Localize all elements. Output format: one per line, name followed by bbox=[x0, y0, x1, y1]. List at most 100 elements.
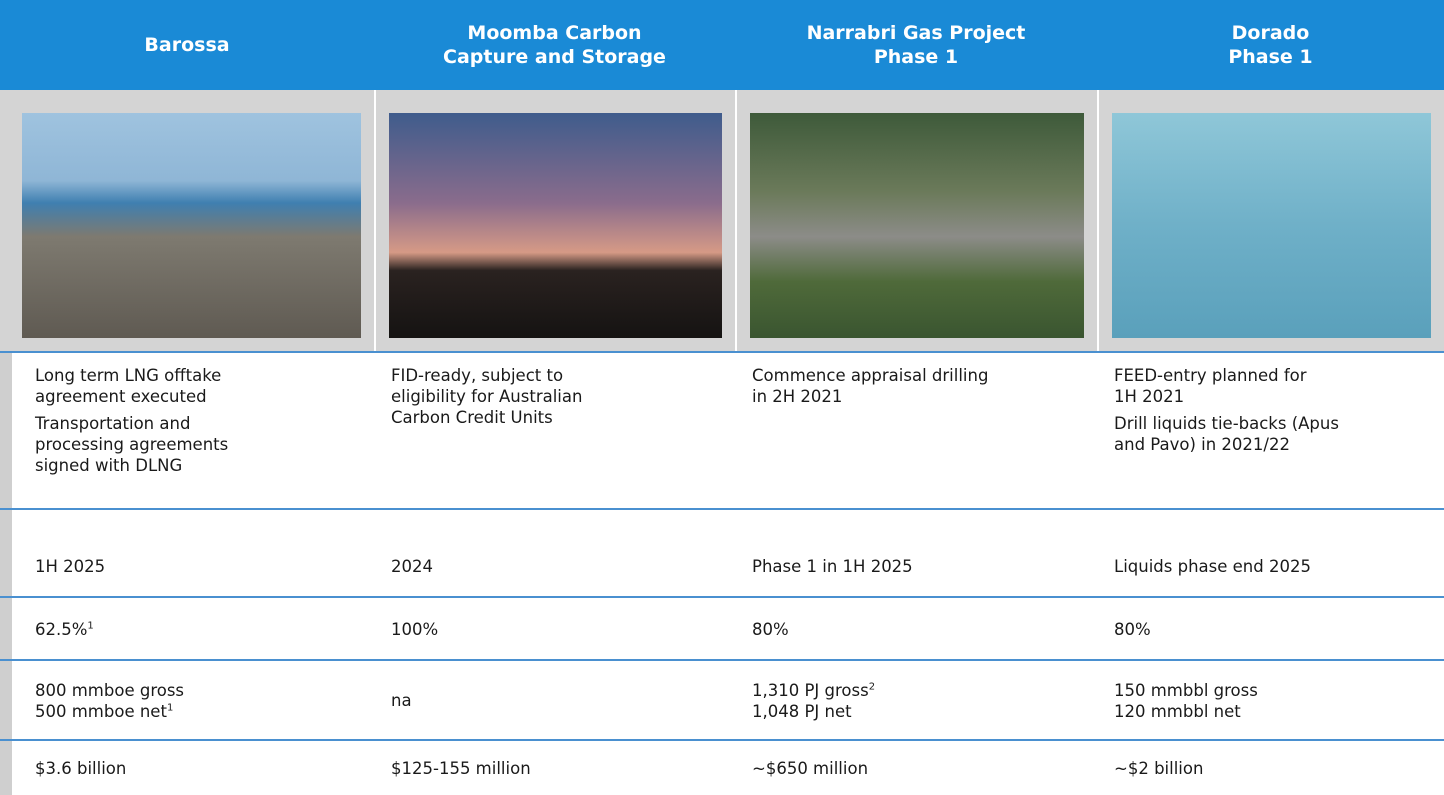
cell-line: signed with DLNG bbox=[35, 456, 183, 475]
table-cell: FEED-entry planned for 1H 2021 Drill liqui… bbox=[1114, 353, 1431, 509]
cell-line: FEED-entry planned for bbox=[1114, 366, 1307, 385]
cell-line: na bbox=[391, 691, 412, 710]
paragraph: 2024 bbox=[391, 556, 722, 577]
cell-line: $3.6 billion bbox=[35, 758, 127, 778]
header-line: Narrabri Gas Project bbox=[806, 22, 1026, 44]
paragraph: 800 mmboe gross 500 mmboe net1 bbox=[35, 680, 367, 722]
cell-line: FID-ready, subject to bbox=[391, 366, 564, 385]
paragraph: Transportation and processing agreements s… bbox=[35, 413, 367, 476]
row-divider bbox=[0, 596, 1444, 598]
paragraph: 1H 2025 bbox=[35, 556, 367, 577]
cell-line: 150 mmbbl gross bbox=[1114, 680, 1258, 700]
header-line: Moomba Carbon bbox=[467, 22, 642, 44]
cell-text: 62.5% bbox=[35, 619, 88, 639]
cell-line: $125-155 million bbox=[391, 758, 531, 778]
header-line: Capture and Storage bbox=[443, 46, 666, 68]
header-line: Barossa bbox=[144, 34, 230, 56]
image-cell bbox=[376, 90, 735, 352]
column-header: Moomba Carbon Capture and Storage bbox=[374, 0, 735, 90]
header-line: Phase 1 bbox=[873, 46, 959, 68]
cell-line: 80% bbox=[752, 619, 789, 639]
table-cell: Liquids phase end 2025 bbox=[1114, 510, 1431, 597]
table-cell: 800 mmboe gross 500 mmboe net1 bbox=[35, 661, 367, 740]
cell-text: 500 mmboe net bbox=[35, 701, 167, 721]
table-cell: $125-155 million bbox=[391, 741, 722, 795]
cell-line: Drill liquids tie-backs (Apus bbox=[1114, 414, 1339, 433]
footnote-marker: 2 bbox=[868, 681, 876, 692]
cell-line: 2024 bbox=[391, 557, 433, 576]
photo bbox=[1112, 113, 1431, 338]
table-cell: ~$2 billion bbox=[1114, 741, 1431, 795]
table-cell: FID-ready, subject to eligibility for Aus… bbox=[391, 353, 722, 509]
cell-line: and Pavo) in 2021/22 bbox=[1114, 435, 1290, 454]
photo bbox=[750, 113, 1084, 338]
cell-line: processing agreements bbox=[35, 435, 229, 454]
column-header: Dorado Phase 1 bbox=[1097, 0, 1444, 90]
table-cell: Commence appraisal drilling in 2H 2021 bbox=[752, 353, 1084, 509]
table-cell: ~$650 million bbox=[752, 741, 1084, 795]
cell-line: ~$2 billion bbox=[1114, 758, 1204, 778]
paragraph: $3.6 billion bbox=[35, 758, 367, 779]
image-cell bbox=[737, 90, 1097, 352]
cell-line: eligibility for Australian bbox=[391, 387, 583, 406]
paragraph: Phase 1 in 1H 2025 bbox=[752, 556, 1084, 577]
row-divider bbox=[0, 508, 1444, 510]
table-cell: Phase 1 in 1H 2025 bbox=[752, 510, 1084, 597]
table-cell: $3.6 billion bbox=[35, 741, 367, 795]
cell-line: Liquids phase end 2025 bbox=[1114, 557, 1311, 576]
table-cell: 80% bbox=[752, 598, 1084, 660]
header-line: Dorado bbox=[1231, 22, 1310, 44]
column-header: Narrabri Gas Project Phase 1 bbox=[735, 0, 1097, 90]
cell-line: Commence appraisal drilling bbox=[752, 366, 989, 385]
cell-line: Transportation and bbox=[35, 414, 191, 433]
table-cell: 2024 bbox=[391, 510, 722, 597]
paragraph: $125-155 million bbox=[391, 758, 722, 779]
row-divider bbox=[0, 739, 1444, 741]
paragraph: Commence appraisal drilling in 2H 2021 bbox=[752, 365, 1084, 407]
image-cell bbox=[0, 90, 374, 352]
cell-line: Carbon Credit Units bbox=[391, 408, 553, 427]
table-cell: 100% bbox=[391, 598, 722, 660]
cell-line: agreement executed bbox=[35, 387, 207, 406]
image-cell bbox=[1099, 90, 1444, 352]
cell-line: Phase 1 in 1H 2025 bbox=[752, 557, 913, 576]
cell-line: 500 mmboe net1 bbox=[35, 701, 367, 722]
table-cell: na bbox=[391, 661, 722, 740]
table-cell: 62.5%1 bbox=[35, 598, 367, 660]
cell-line: 1,310 PJ gross2 bbox=[752, 680, 1084, 701]
table-cell: Long term LNG offtake agreement executed T… bbox=[35, 353, 367, 509]
paragraph: 1,310 PJ gross2 1,048 PJ net bbox=[752, 680, 1084, 722]
row-divider bbox=[0, 351, 1444, 353]
paragraph: FID-ready, subject to eligibility for Aus… bbox=[391, 365, 722, 428]
paragraph: Drill liquids tie-backs (Apus and Pavo) i… bbox=[1114, 413, 1431, 455]
table-cell: 1H 2025 bbox=[35, 510, 367, 597]
paragraph: 150 mmbbl gross 120 mmbbl net bbox=[1114, 680, 1431, 722]
paragraph: 100% bbox=[391, 619, 722, 640]
cell-line: 1H 2025 bbox=[35, 557, 106, 576]
cell-line: 100% bbox=[391, 619, 439, 639]
cell-line: ~$650 million bbox=[752, 758, 869, 778]
paragraph: Long term LNG offtake agreement executed bbox=[35, 365, 367, 407]
header-line: Phase 1 bbox=[1228, 46, 1313, 68]
photo bbox=[22, 113, 361, 338]
paragraph: na bbox=[391, 690, 722, 711]
table-cell: 1,310 PJ gross2 1,048 PJ net bbox=[752, 661, 1084, 740]
cell-line: 1,048 PJ net bbox=[752, 701, 852, 721]
paragraph: ~$650 million bbox=[752, 758, 1084, 779]
paragraph: ~$2 billion bbox=[1114, 758, 1431, 779]
table-cell: 150 mmbbl gross 120 mmbbl net bbox=[1114, 661, 1431, 740]
paragraph: 80% bbox=[752, 619, 1084, 640]
cell-line: 120 mmbbl net bbox=[1114, 701, 1241, 721]
table-cell: 80% bbox=[1114, 598, 1431, 660]
column-header: Barossa bbox=[0, 0, 374, 90]
cell-line: 1H 2021 bbox=[1114, 387, 1185, 406]
cell-line: Long term LNG offtake bbox=[35, 366, 222, 385]
cell-line: in 2H 2021 bbox=[752, 387, 843, 406]
row-divider bbox=[0, 659, 1444, 661]
footnote-marker: 1 bbox=[166, 702, 174, 713]
paragraph: FEED-entry planned for 1H 2021 bbox=[1114, 365, 1431, 407]
paragraph: Liquids phase end 2025 bbox=[1114, 556, 1431, 577]
cell-line: 800 mmboe gross bbox=[35, 680, 185, 700]
cell-line: 80% bbox=[1114, 619, 1151, 639]
